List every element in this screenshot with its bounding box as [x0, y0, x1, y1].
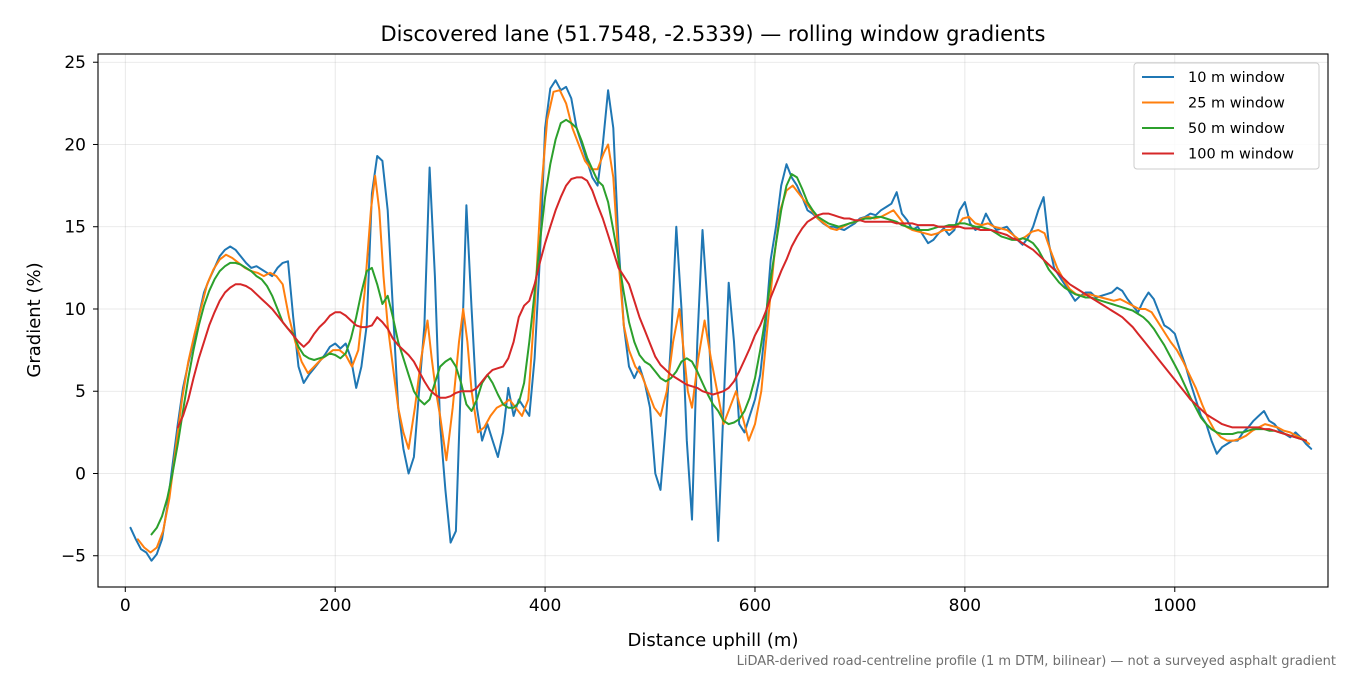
x-tick-label: 1000 [1153, 596, 1196, 616]
legend-label-100-m-window: 100 m window [1188, 147, 1294, 163]
y-tick-label: 25 [64, 53, 86, 73]
legend: 10 m window 25 m window 50 m window 100 m w… [1133, 62, 1320, 170]
legend-label-10-m-window: 10 m window [1188, 70, 1285, 86]
plot-area-frame [97, 53, 1329, 588]
series-line-25-m-window [136, 89, 1311, 554]
x-tick-label: 600 [739, 596, 771, 616]
legend-label-25-m-window: 25 m window [1188, 96, 1285, 112]
y-tick-label: 15 [64, 218, 86, 238]
y-tick-label: 0 [75, 464, 86, 484]
series-line-50-m-window [150, 118, 1307, 536]
chart-title: Discovered lane (51.7548, -2.5339) — rol… [381, 22, 1046, 46]
x-axis-label: Distance uphill (m) [628, 630, 799, 651]
y-axis-label: Gradient (%) [24, 262, 45, 377]
x-tick-label: 0 [120, 596, 131, 616]
legend-frame [1133, 62, 1320, 170]
series-line-10-m-window [129, 79, 1313, 562]
source-footnote: LiDAR-derived road-centreline profile (1… [737, 654, 1336, 669]
y-tick-label: −5 [61, 547, 86, 567]
y-tick-label: 5 [75, 382, 86, 402]
x-tick-label: 800 [949, 596, 981, 616]
x-tick-label: 400 [529, 596, 561, 616]
x-tick-label: 200 [319, 596, 351, 616]
legend-label-50-m-window: 50 m window [1188, 121, 1285, 137]
axis-ticks: 0 200 400 600 800 1000 −5 0 5 10 15 20 25 [61, 53, 1196, 616]
series-line-100-m-window [176, 176, 1307, 442]
y-tick-label: 20 [64, 135, 86, 155]
series-layer [129, 79, 1313, 562]
y-tick-label: 10 [64, 300, 86, 320]
